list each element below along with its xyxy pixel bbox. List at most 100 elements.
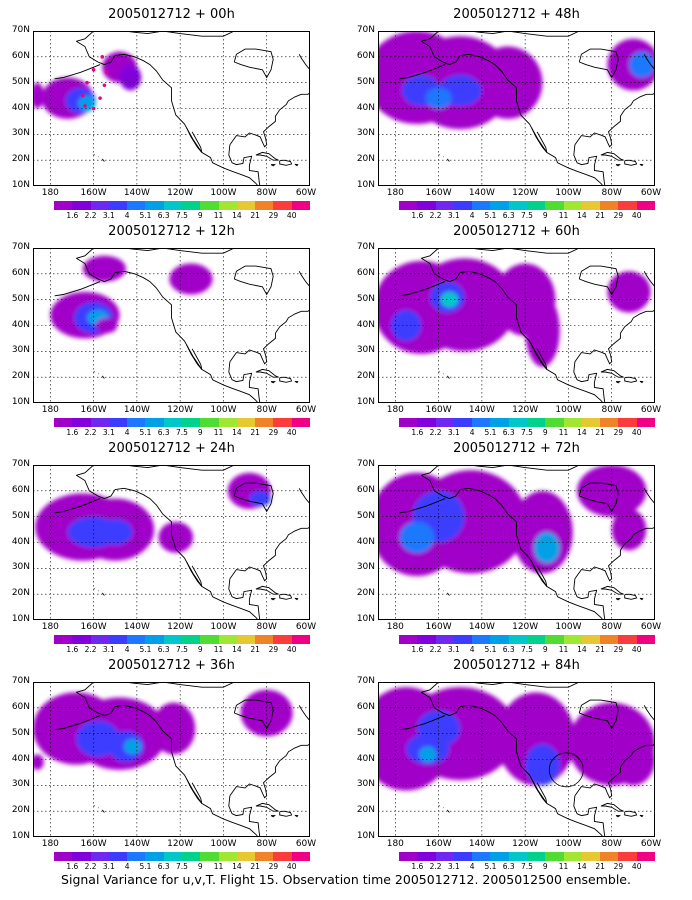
graticule	[378, 682, 655, 837]
lat-tick-label: 40N	[11, 319, 30, 330]
colorbar-swatch	[636, 852, 655, 861]
lat-tick-label: 30N	[11, 562, 30, 573]
variance-shading	[378, 31, 655, 130]
lon-tick-label: 140W	[123, 622, 150, 632]
lat-tick-label: 10N	[356, 614, 375, 624]
colorbar-label: 9	[197, 211, 203, 220]
lon-tick-label: 100W	[555, 839, 582, 849]
colorbar-swatch	[218, 201, 237, 210]
colorbar-label: 14	[577, 862, 587, 871]
lat-tick-label: 60N	[356, 267, 375, 278]
lon-tick-label: 100W	[210, 622, 237, 632]
colorbar-swatch	[453, 852, 473, 861]
lat-tick-label: 10N	[11, 831, 30, 841]
colorbar-label: 4	[124, 645, 130, 654]
colorbar-label: 29	[613, 211, 624, 220]
lat-tick-label: 30N	[356, 128, 375, 139]
lon-tick-label: 180	[41, 839, 59, 849]
graticule	[378, 248, 655, 403]
variance-contour	[95, 317, 118, 334]
variance-contour	[533, 532, 560, 564]
lat-tick-label: 20N	[11, 154, 30, 165]
lon-tick-label: 180	[41, 405, 59, 415]
variance-contour	[611, 508, 647, 551]
colorbar-label: 40	[631, 428, 642, 437]
colorbar-swatch	[291, 201, 310, 210]
lat-tick-label: 60N	[356, 484, 375, 495]
lat-tick-label: 60N	[11, 267, 30, 278]
colorbar-swatch	[236, 418, 256, 427]
colorbar-label: 9	[197, 862, 203, 871]
lat-tick-label: 40N	[356, 536, 375, 547]
colorbar-label: 5.1	[484, 645, 497, 654]
colorbar-swatch	[618, 201, 637, 210]
variance-contour	[607, 271, 651, 313]
dropsonde-point	[91, 67, 96, 72]
variance-contour	[119, 64, 142, 91]
colorbar-label: 4	[124, 428, 130, 437]
colorbar-swatch	[618, 635, 637, 644]
lat-tick-label: 60N	[11, 50, 30, 61]
lon-tick-label: 160W	[425, 622, 452, 632]
colorbar-swatch	[127, 635, 146, 644]
coastlines	[54, 31, 310, 186]
lon-tick-label: 120W	[167, 405, 194, 415]
colorbar-swatch	[181, 418, 201, 427]
colorbar-swatch	[163, 418, 182, 427]
colorbar-label: 3.1	[447, 862, 460, 871]
lat-tick-label: 40N	[11, 102, 30, 113]
lat-tick-label: 70N	[11, 25, 30, 35]
colorbar-swatch	[417, 635, 436, 644]
lat-tick-label: 30N	[356, 779, 375, 790]
lon-tick-label: 100W	[210, 188, 237, 198]
variance-contour	[152, 702, 196, 755]
colorbar-swatch	[581, 635, 601, 644]
colorbar	[399, 418, 655, 427]
colorbar-swatch	[54, 418, 73, 427]
colorbar-label: 7.5	[176, 645, 188, 654]
coastlines	[54, 465, 310, 620]
colorbar-swatch	[453, 635, 473, 644]
variance-contour	[158, 521, 194, 553]
colorbar-label: 2.2	[429, 428, 442, 437]
colorbar-label: 6.3	[502, 211, 515, 220]
colorbar-swatch	[90, 852, 109, 861]
colorbar-swatch	[163, 852, 182, 861]
lon-tick-label: 140W	[123, 188, 150, 198]
colorbar-swatch	[181, 852, 201, 861]
colorbar-swatch	[508, 201, 527, 210]
colorbar-label: 2.2	[429, 862, 442, 871]
lat-tick-label: 20N	[356, 154, 375, 165]
colorbar	[54, 201, 310, 210]
colorbar-swatch	[563, 635, 582, 644]
colorbar-swatch	[181, 635, 201, 644]
colorbar	[54, 852, 310, 861]
colorbar-swatch	[163, 201, 182, 210]
colorbar-label: 7.5	[176, 428, 188, 437]
colorbar-swatch	[508, 418, 527, 427]
colorbar-label: 7.5	[521, 645, 533, 654]
lat-tick-label: 70N	[11, 459, 30, 469]
colorbar-label: 21	[250, 428, 260, 437]
colorbar-swatch	[526, 635, 546, 644]
lat-tick-label: 70N	[356, 676, 375, 686]
lon-tick-label: 160W	[80, 405, 107, 415]
lon-tick-label: 80W	[256, 405, 277, 415]
variance-contour	[473, 46, 543, 119]
variance-contour	[97, 519, 133, 546]
colorbar-swatch	[472, 852, 491, 861]
colorbar	[399, 635, 655, 644]
colorbar-label: 5.1	[139, 211, 152, 220]
lon-tick-label: 160W	[80, 622, 107, 632]
lon-tick-label: 80W	[256, 839, 277, 849]
colorbar-label: 1.6	[411, 645, 424, 654]
variance-shading	[378, 465, 647, 577]
lon-tick-label: 140W	[123, 839, 150, 849]
colorbar-swatch	[54, 852, 73, 861]
lat-tick-label: 60N	[356, 701, 375, 712]
colorbar-label: 6.3	[157, 645, 170, 654]
variance-contour	[399, 521, 435, 553]
dropsonde-point	[98, 96, 102, 100]
colorbar-label: 14	[232, 645, 242, 654]
lat-tick-label: 50N	[356, 510, 375, 521]
